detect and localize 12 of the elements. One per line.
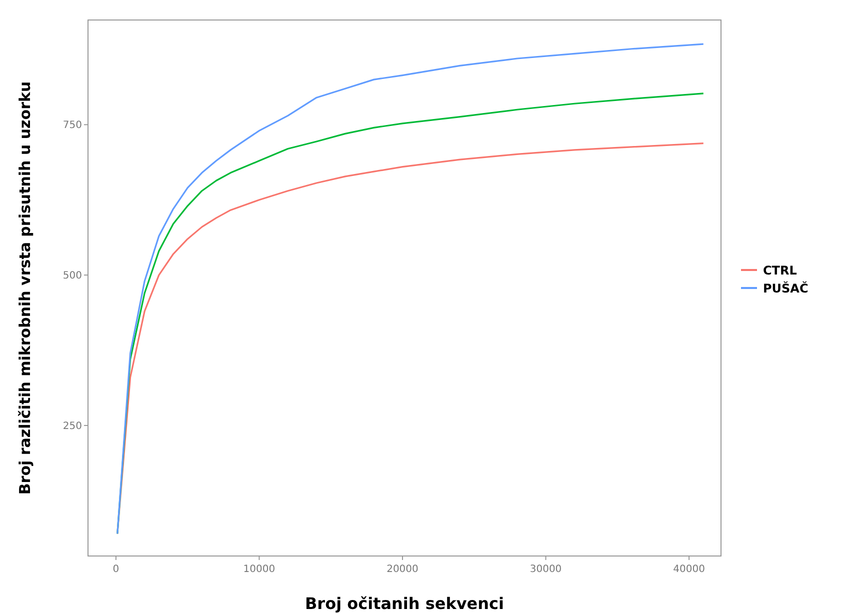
- x-tick-label: 10000: [243, 564, 276, 575]
- legend-label: PUŠAČ: [763, 280, 808, 296]
- x-tick-label: 20000: [386, 564, 418, 575]
- y-tick-label: 750: [62, 120, 82, 132]
- x-tick-label: 30000: [530, 564, 562, 575]
- x-tick-label: 0: [112, 564, 120, 575]
- x-tick-label: 40000: [673, 564, 705, 575]
- legend-label: CTRL: [763, 264, 798, 278]
- x-axis-title: Broj očitanih sekvenci: [304, 594, 504, 613]
- y-tick-label: 250: [62, 420, 82, 432]
- y-tick-label: 500: [62, 270, 82, 282]
- y-axis-title: Broj različitih mikrobnih vrsta prisutnih u uzorku: [16, 81, 34, 495]
